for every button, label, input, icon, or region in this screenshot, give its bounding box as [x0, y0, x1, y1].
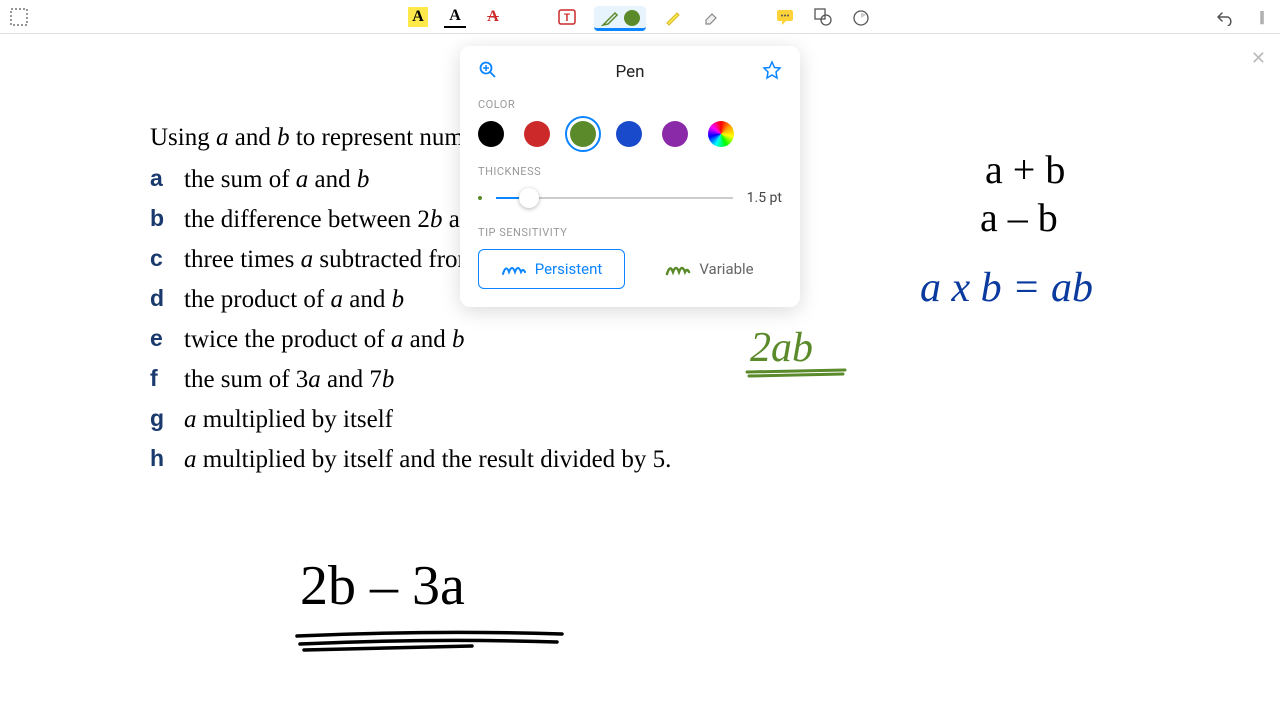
- zoom-icon[interactable]: [478, 60, 498, 84]
- question-item-letter: e: [150, 320, 184, 360]
- handwriting-2ab: 2ab: [750, 324, 813, 372]
- question-item-letter: g: [150, 400, 184, 440]
- thickness-preview-dot: [478, 196, 482, 200]
- question-item-letter: f: [150, 360, 184, 400]
- question-item-letter: b: [150, 200, 184, 240]
- pen-icon: [600, 8, 620, 28]
- underline-2ab: [745, 366, 855, 380]
- popup-title: Pen: [615, 62, 644, 82]
- comment-icon[interactable]: [774, 6, 796, 28]
- eraser-icon[interactable]: [700, 6, 722, 28]
- tip-variable-label: Variable: [699, 260, 753, 278]
- timer-icon[interactable]: [850, 6, 872, 28]
- color-swatch[interactable]: [478, 121, 504, 147]
- pen-tool-group[interactable]: [594, 6, 646, 31]
- question-item: ha multiplied by itself and the result d…: [150, 440, 735, 480]
- favorite-star-icon[interactable]: [762, 60, 782, 84]
- tip-variable-button[interactable]: Variable: [637, 249, 782, 289]
- variable-wave-icon: [665, 260, 691, 278]
- question-item-text: the product of a and b: [184, 280, 404, 320]
- question-item-text: three times a subtracted from b: [184, 240, 496, 280]
- question-item: ga multiplied by itself: [150, 400, 735, 440]
- color-swatch[interactable]: [616, 121, 642, 147]
- highlight-text-icon[interactable]: A: [408, 7, 428, 27]
- handwriting-axb-ab: a x b = ab: [920, 264, 1093, 312]
- strikethrough-icon[interactable]: A: [482, 6, 504, 28]
- color-section-label: COLOR: [478, 98, 782, 111]
- color-swatch[interactable]: [570, 121, 596, 147]
- color-swatch[interactable]: [524, 121, 550, 147]
- question-item-text: the sum of 3a and 7b: [184, 360, 394, 400]
- color-swatch[interactable]: [662, 121, 688, 147]
- color-swatches: [478, 121, 782, 147]
- more-icon[interactable]: ||: [1250, 6, 1272, 28]
- handwriting-a-plus-b: a + b: [985, 146, 1065, 193]
- handwriting-a-minus-b: a – b: [980, 194, 1058, 241]
- pen-color-dot: [624, 10, 640, 26]
- handwriting-2b-3a: 2b – 3a: [300, 554, 465, 618]
- persistent-wave-icon: [501, 260, 527, 278]
- question-item-letter: d: [150, 280, 184, 320]
- text-color-icon[interactable]: A: [444, 6, 466, 28]
- tip-section-label: TIP SENSITIVITY: [478, 226, 782, 239]
- thickness-slider[interactable]: [496, 188, 733, 208]
- thickness-section-label: THICKNESS: [478, 165, 782, 178]
- undo-icon[interactable]: [1214, 6, 1236, 28]
- question-item: etwice the product of a and b: [150, 320, 735, 360]
- question-item-text: a multiplied by itself: [184, 400, 393, 440]
- underline-2b-3a: [292, 626, 572, 656]
- toolbar: A A A T ||: [0, 0, 1280, 34]
- thickness-value: 1.5 pt: [747, 190, 782, 206]
- question-item-text: twice the product of a and b: [184, 320, 464, 360]
- textbox-icon[interactable]: T: [556, 6, 578, 28]
- highlighter-tool-icon[interactable]: [662, 6, 684, 28]
- question-item: fthe sum of 3a and 7b: [150, 360, 735, 400]
- question-item-letter: a: [150, 160, 184, 200]
- pen-settings-popup: Pen COLOR THICKNESS 1.5 pt TIP SENSITIVI…: [460, 46, 800, 307]
- close-icon[interactable]: ✕: [1251, 48, 1266, 69]
- shape-icon[interactable]: [812, 6, 834, 28]
- tip-persistent-button[interactable]: Persistent: [478, 249, 625, 289]
- canvas: ✕ Using a and b to represent numbers, wr…: [0, 34, 1280, 720]
- question-item-letter: c: [150, 240, 184, 280]
- question-item-text: a multiplied by itself and the result di…: [184, 440, 671, 480]
- question-item-letter: h: [150, 440, 184, 480]
- tip-persistent-label: Persistent: [535, 260, 603, 278]
- svg-text:T: T: [564, 13, 570, 24]
- select-rect-icon[interactable]: [8, 6, 30, 28]
- color-picker-rainbow[interactable]: [708, 121, 734, 147]
- question-item-text: the sum of a and b: [184, 160, 369, 200]
